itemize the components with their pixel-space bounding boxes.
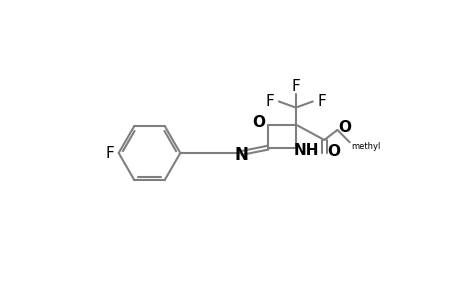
Text: F: F — [317, 94, 325, 109]
Text: O: O — [326, 144, 339, 159]
Text: O: O — [252, 115, 265, 130]
Text: F: F — [265, 94, 274, 109]
Text: F: F — [291, 79, 300, 94]
Text: N: N — [235, 146, 248, 164]
Text: F: F — [105, 146, 113, 160]
Text: O: O — [338, 120, 351, 135]
Text: NH: NH — [293, 143, 319, 158]
Text: methyl: methyl — [351, 142, 380, 152]
